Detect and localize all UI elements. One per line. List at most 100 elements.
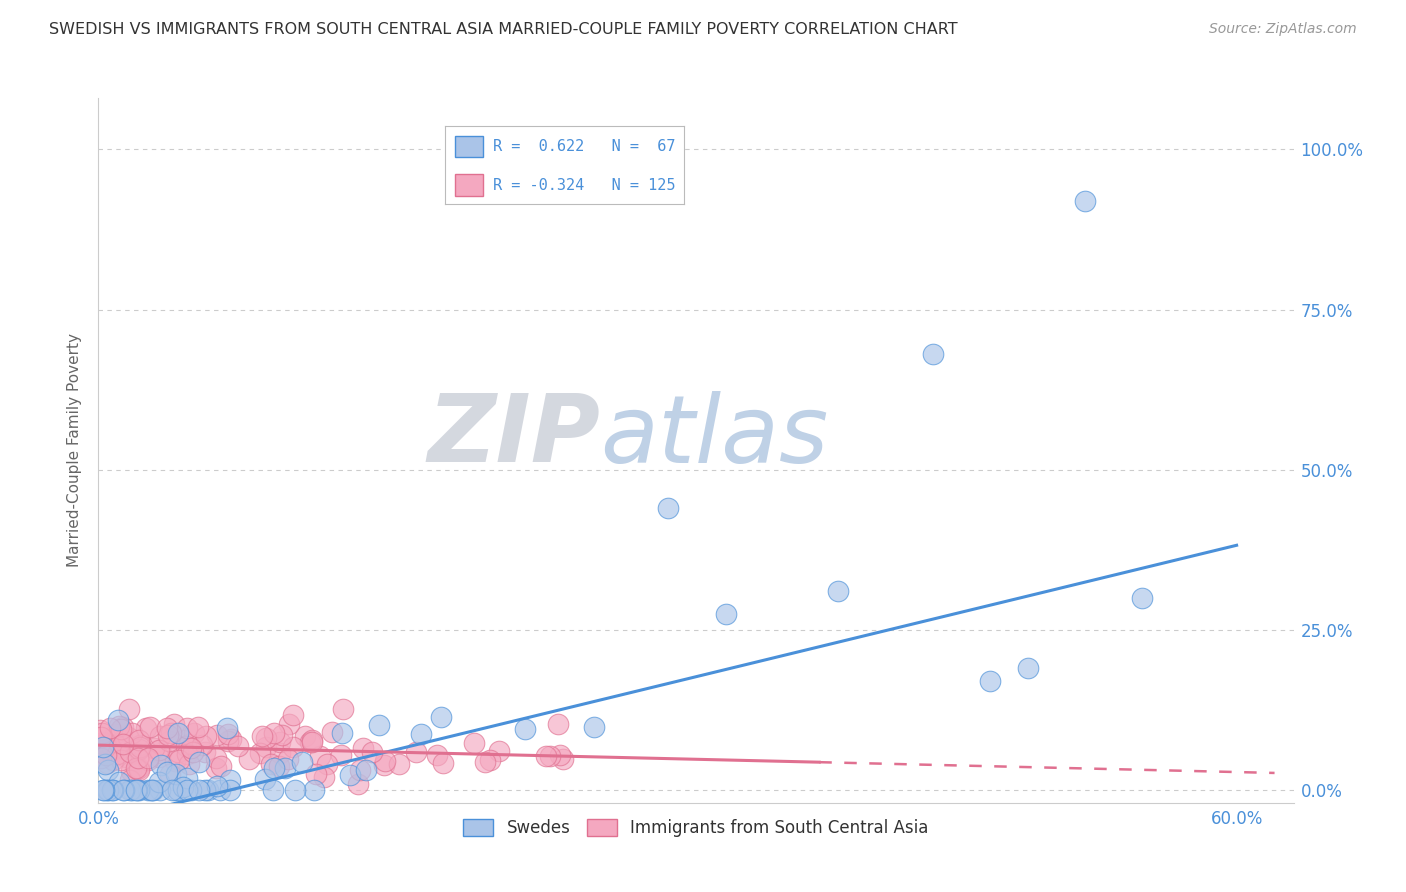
Point bbox=[329, 747, 352, 762]
Point bbox=[180, 783, 202, 797]
Point bbox=[128, 764, 150, 778]
Point bbox=[93, 783, 115, 797]
Point bbox=[111, 721, 134, 735]
Point bbox=[157, 733, 180, 747]
Point bbox=[139, 720, 162, 734]
Point bbox=[488, 744, 510, 758]
Point bbox=[426, 747, 449, 762]
Point bbox=[478, 753, 501, 767]
Point bbox=[118, 773, 141, 788]
Point bbox=[217, 721, 239, 735]
Point bbox=[101, 743, 124, 757]
Point bbox=[91, 726, 114, 740]
Point bbox=[332, 726, 354, 740]
Point bbox=[172, 780, 194, 794]
Point bbox=[551, 752, 574, 766]
Point bbox=[176, 783, 198, 797]
Point bbox=[172, 732, 194, 747]
Point bbox=[135, 721, 157, 735]
Point bbox=[139, 783, 162, 797]
Point bbox=[107, 747, 129, 761]
Point bbox=[121, 726, 143, 740]
Point bbox=[148, 749, 170, 764]
Point bbox=[110, 722, 132, 736]
Point bbox=[136, 783, 159, 797]
Point bbox=[267, 759, 290, 773]
Point bbox=[356, 763, 378, 777]
Point bbox=[157, 728, 180, 742]
Point bbox=[217, 726, 239, 740]
Point bbox=[249, 746, 271, 760]
Point bbox=[114, 783, 136, 797]
Point bbox=[253, 772, 276, 786]
Point bbox=[252, 729, 274, 743]
Point bbox=[101, 783, 124, 797]
Point bbox=[91, 735, 114, 749]
Point bbox=[352, 741, 374, 756]
Point bbox=[128, 751, 150, 765]
Point bbox=[114, 750, 136, 764]
Point bbox=[156, 764, 179, 779]
Point bbox=[316, 757, 339, 772]
Point bbox=[163, 717, 186, 731]
Point bbox=[176, 771, 198, 785]
Point bbox=[321, 725, 343, 739]
Point bbox=[1074, 194, 1097, 208]
Point bbox=[104, 727, 127, 741]
Point bbox=[129, 740, 152, 755]
Point bbox=[111, 783, 134, 797]
Point bbox=[118, 783, 141, 797]
Point bbox=[167, 783, 190, 797]
Point bbox=[269, 746, 291, 760]
Point bbox=[274, 761, 297, 775]
Point bbox=[121, 783, 143, 797]
Point bbox=[91, 783, 114, 797]
Point bbox=[104, 741, 127, 756]
Point bbox=[183, 726, 205, 740]
Point bbox=[111, 733, 134, 747]
Point bbox=[368, 718, 391, 732]
Point bbox=[263, 761, 285, 775]
Point bbox=[112, 737, 135, 751]
Point bbox=[209, 783, 232, 797]
Point bbox=[238, 752, 260, 766]
Point bbox=[204, 761, 226, 775]
Point bbox=[194, 745, 217, 759]
Point bbox=[97, 783, 120, 797]
Point bbox=[159, 726, 181, 740]
Point bbox=[314, 770, 336, 784]
Point bbox=[405, 745, 427, 759]
Point bbox=[388, 756, 411, 771]
Point bbox=[118, 745, 141, 759]
Point bbox=[582, 720, 605, 734]
Point bbox=[714, 607, 737, 622]
Point bbox=[332, 702, 354, 716]
Point bbox=[165, 754, 187, 768]
Point bbox=[177, 757, 200, 772]
Point bbox=[284, 783, 307, 797]
Point bbox=[187, 721, 209, 735]
Point bbox=[409, 727, 432, 741]
Point bbox=[124, 783, 146, 797]
Point bbox=[181, 745, 204, 759]
Point bbox=[176, 747, 198, 761]
Point bbox=[149, 758, 172, 772]
Point bbox=[159, 766, 181, 780]
Point bbox=[90, 730, 112, 744]
Point bbox=[301, 733, 323, 747]
Point bbox=[269, 735, 291, 749]
Point bbox=[254, 739, 277, 754]
Point bbox=[922, 347, 945, 361]
Point bbox=[1130, 591, 1153, 605]
Point bbox=[270, 728, 292, 742]
Point bbox=[548, 747, 571, 762]
Point bbox=[128, 732, 150, 747]
Point bbox=[128, 742, 150, 756]
Point bbox=[176, 739, 198, 753]
Point bbox=[142, 783, 165, 797]
Point bbox=[979, 674, 1001, 689]
Point bbox=[254, 731, 277, 746]
Point bbox=[91, 737, 114, 751]
Point bbox=[304, 766, 326, 780]
Point bbox=[94, 757, 117, 772]
